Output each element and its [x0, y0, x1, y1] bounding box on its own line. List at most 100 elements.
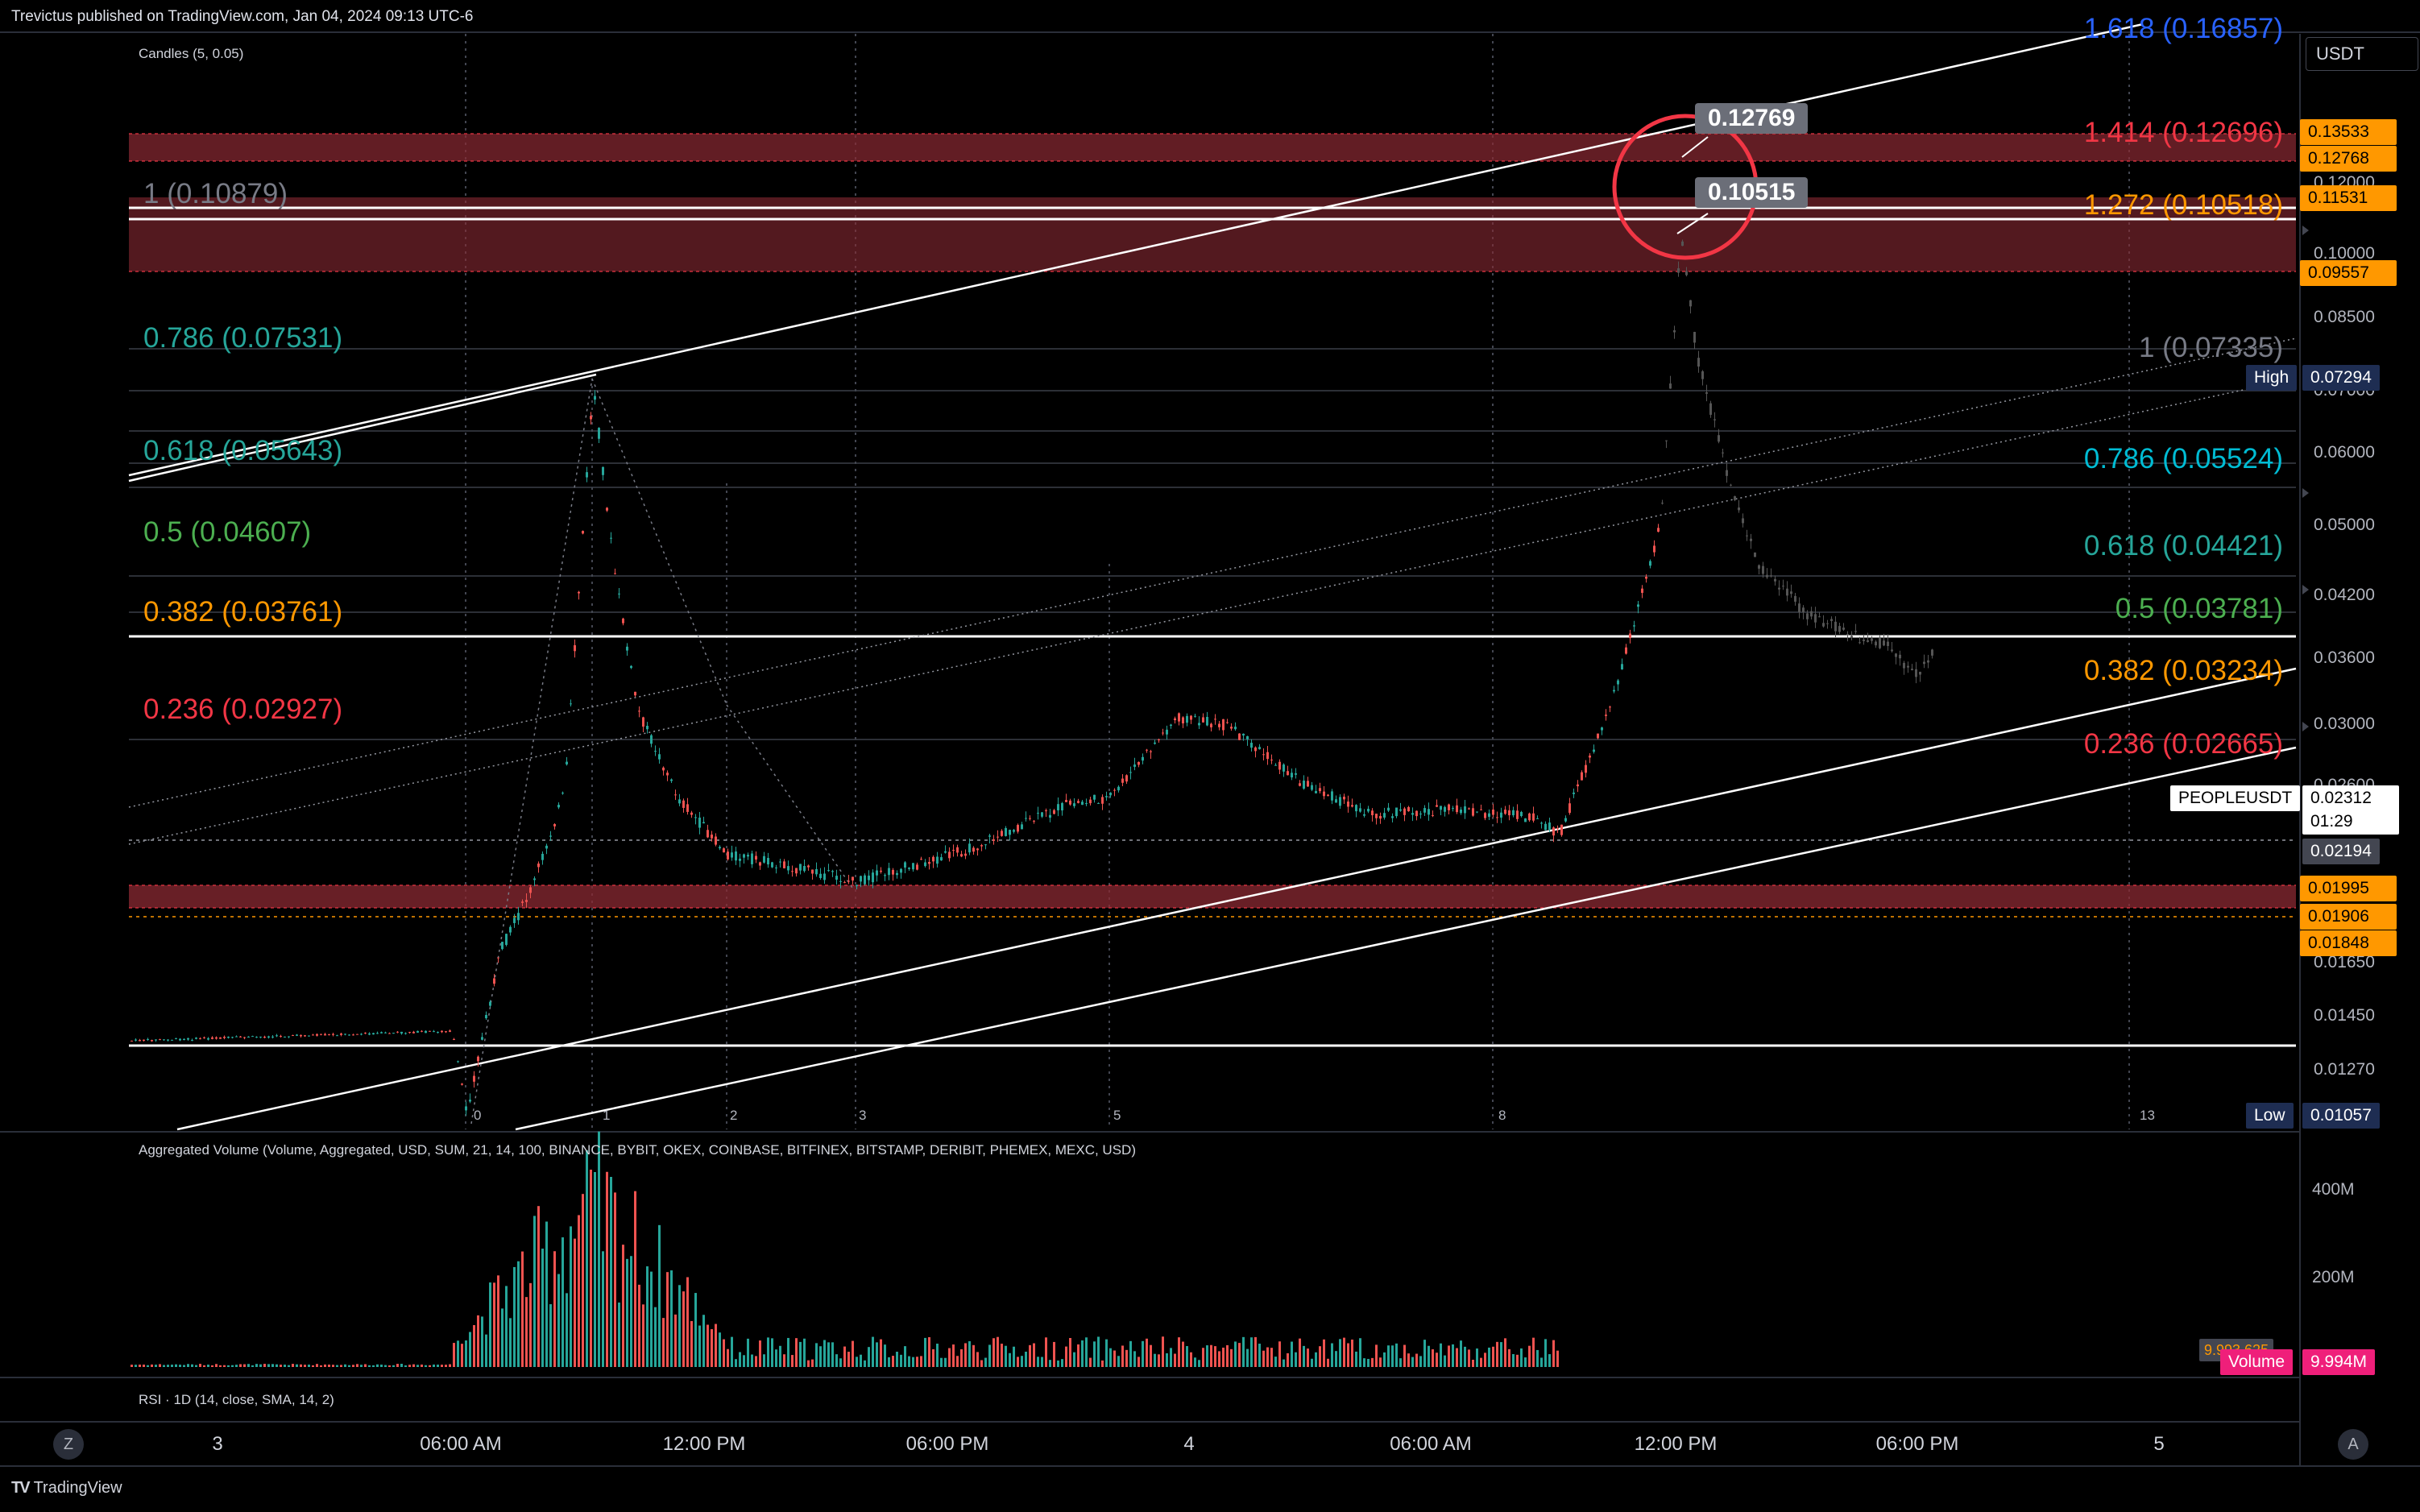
candle-body — [1266, 752, 1269, 760]
price-tag: 0.01906 — [2300, 904, 2397, 930]
callout-high-top[interactable]: 0.12769 — [1695, 103, 1809, 134]
price-tag: 0.09557 — [2300, 260, 2397, 286]
volume-bar — [1375, 1344, 1378, 1367]
candle-body — [1440, 806, 1442, 810]
candle-body — [549, 835, 552, 837]
candle-body — [280, 1036, 282, 1038]
candle-body — [638, 710, 640, 712]
volume-bar — [843, 1346, 846, 1367]
volume-bar — [694, 1293, 697, 1367]
volume-bar — [1520, 1348, 1523, 1367]
volume-bar — [771, 1338, 773, 1367]
volume-bar — [1432, 1349, 1434, 1367]
candle-body — [1504, 810, 1506, 814]
candle-body — [1117, 786, 1120, 791]
candle-body — [1879, 638, 1881, 648]
volume-bar — [1387, 1345, 1390, 1367]
volume-bar — [348, 1365, 350, 1367]
candle-body — [694, 817, 697, 818]
volume-bar — [1299, 1338, 1301, 1367]
volume-bar — [1073, 1352, 1075, 1367]
candle-body — [630, 665, 632, 669]
volume-bar — [984, 1357, 987, 1367]
nav-left-button[interactable]: Z — [53, 1429, 84, 1460]
volume-bar — [803, 1338, 806, 1367]
volume-bar — [300, 1364, 302, 1367]
trend-lines — [128, 23, 2297, 1131]
volume-bar — [634, 1191, 636, 1367]
candle-body — [1315, 790, 1317, 793]
candle-body — [493, 978, 495, 984]
candle-body — [529, 887, 532, 893]
callout-high-bottom[interactable]: 0.10515 — [1695, 177, 1809, 208]
candle-body — [1033, 820, 1035, 822]
candle-body — [755, 855, 757, 860]
candle-body — [1343, 796, 1345, 800]
rsi-indicator-label[interactable]: RSI · 1D (14, close, SMA, 14, 2) — [139, 1392, 334, 1407]
candle-body — [602, 466, 604, 475]
candle-body — [751, 853, 753, 864]
candle-body — [1375, 814, 1378, 818]
candle-body — [364, 1033, 367, 1034]
currency-button[interactable]: USDT — [2306, 37, 2418, 71]
candle-body — [791, 871, 794, 872]
volume-bar — [1476, 1348, 1478, 1367]
candle-body — [658, 754, 661, 760]
price-tag: 0.01995 — [2300, 876, 2397, 901]
fib-right-label: 1 (0.07335) — [2138, 332, 2283, 363]
volume-tick-400m: 400M — [2312, 1180, 2355, 1199]
volume-bar — [1258, 1344, 1261, 1367]
candle-body — [1689, 300, 1692, 307]
candle-body — [1653, 545, 1655, 553]
volume-bar — [259, 1364, 262, 1367]
candle-body — [739, 858, 741, 861]
volume-bar — [155, 1365, 157, 1367]
volume-bar — [1037, 1357, 1039, 1367]
candle-body — [1174, 718, 1176, 721]
volume-bar — [171, 1365, 173, 1367]
volume-bar — [501, 1308, 503, 1367]
candle-body — [1842, 628, 1845, 630]
candle-body — [1798, 603, 1800, 612]
candle-body — [1633, 625, 1635, 627]
candle-body — [747, 855, 749, 857]
candle-body — [1001, 831, 1003, 836]
candle-body — [839, 880, 842, 882]
volume-bar — [992, 1338, 995, 1367]
price-tag: 0.01848 — [2300, 930, 2397, 956]
volume-bar — [497, 1275, 499, 1367]
volume-bar — [1448, 1345, 1450, 1367]
volume-bar — [1137, 1357, 1140, 1367]
candle-body — [1524, 818, 1527, 822]
nav-right-button[interactable]: A — [2338, 1429, 2368, 1460]
candle-body — [1762, 565, 1764, 574]
volume-bar — [1017, 1357, 1019, 1367]
candle-body — [1069, 800, 1071, 805]
volume-bar — [1266, 1347, 1269, 1367]
candle-body — [199, 1038, 201, 1040]
candle-body — [1162, 732, 1164, 734]
candle-body — [1287, 771, 1289, 776]
volume-bar — [1085, 1337, 1088, 1367]
candle-body — [227, 1036, 230, 1038]
volume-bar — [1319, 1346, 1321, 1367]
main-indicator-label[interactable]: Candles (5, 0.05) — [139, 46, 244, 61]
volume-bar — [247, 1364, 250, 1367]
candle-body — [255, 1037, 258, 1038]
volume-bar — [1512, 1353, 1515, 1367]
candle-body — [1790, 591, 1792, 594]
candle-body — [1355, 805, 1357, 812]
wave-count: 13 — [2140, 1108, 2155, 1123]
volume-bar — [864, 1360, 866, 1367]
candle-body — [743, 854, 745, 858]
volume-bar — [972, 1344, 975, 1367]
candle-body — [1552, 827, 1555, 836]
candle-body — [823, 873, 826, 880]
candle-body — [984, 844, 987, 846]
candle-body — [799, 864, 802, 871]
volume-bar — [980, 1360, 983, 1367]
candle-body — [1766, 574, 1768, 578]
candle-body — [723, 848, 725, 853]
volume-indicator-label[interactable]: Aggregated Volume (Volume, Aggregated, U… — [139, 1142, 1136, 1158]
